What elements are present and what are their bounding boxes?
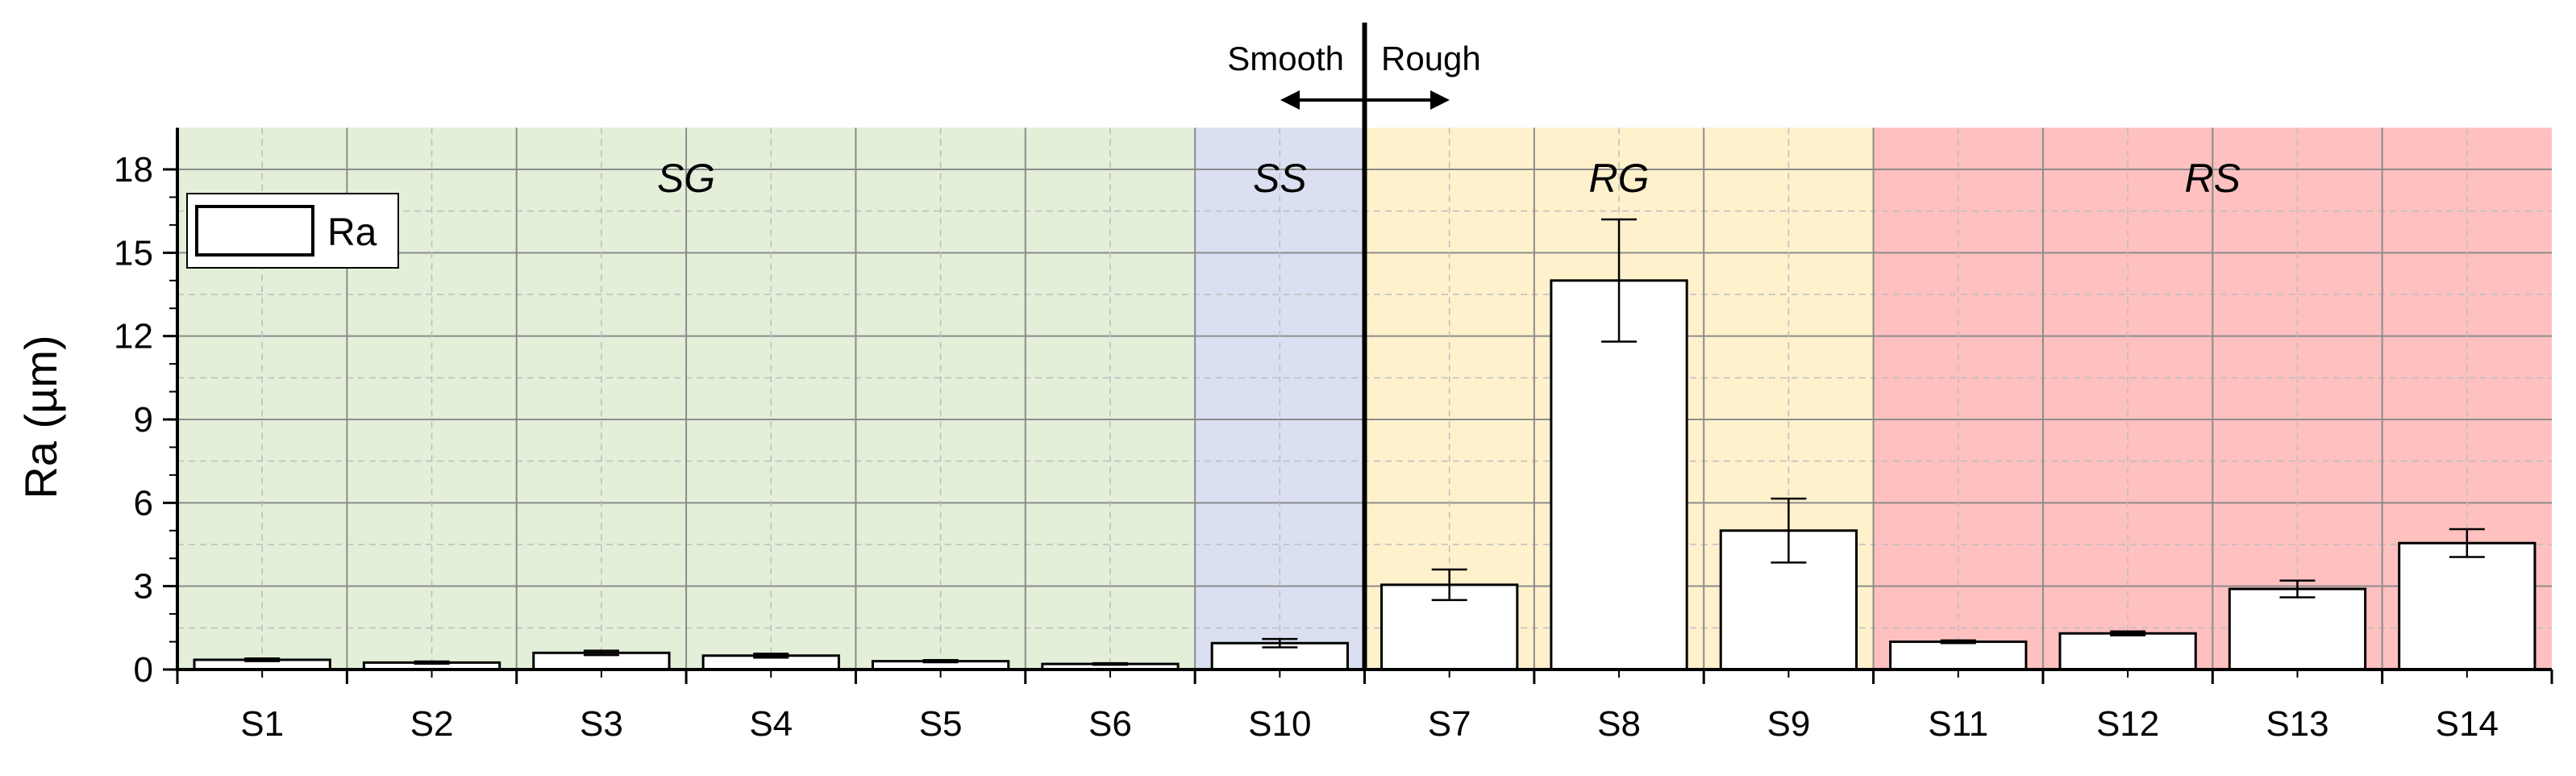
legend-swatch <box>195 205 314 257</box>
y-tick-label: 6 <box>134 483 153 523</box>
x-tick-label-s14: S14 <box>2436 704 2499 744</box>
x-tick-label-s7: S7 <box>1428 704 1471 744</box>
y-tick-label: 9 <box>134 400 153 440</box>
y-tick-label: 12 <box>114 317 153 357</box>
x-tick-label-s10: S10 <box>1248 704 1311 744</box>
x-tick-label-s4: S4 <box>749 704 793 744</box>
x-tick-label-s2: S2 <box>410 704 454 744</box>
y-axis-title: Ra (µm) <box>15 335 66 499</box>
arrow-right-head <box>1430 90 1450 110</box>
rough-label: Rough <box>1381 40 1481 77</box>
x-tick-label-s13: S13 <box>2266 704 2328 744</box>
bar-s12 <box>2058 632 2197 671</box>
axes <box>163 23 2553 684</box>
legend: Ra <box>186 193 399 269</box>
y-tick-label: 18 <box>114 150 153 190</box>
region-label-rs: RS <box>2185 156 2241 201</box>
x-tick-label-s12: S12 <box>2096 704 2159 744</box>
smooth-label: Smooth <box>1227 40 1344 77</box>
region-label-ss: SS <box>1253 156 1307 201</box>
x-tick-label-s11: S11 <box>1928 704 1988 744</box>
x-tick-label-s3: S3 <box>580 704 623 744</box>
y-tick-label: 0 <box>134 650 153 690</box>
bars <box>193 218 2536 671</box>
region-label-sg: SG <box>657 156 715 201</box>
arrow-left-head <box>1280 90 1300 110</box>
y-tick-label: 3 <box>134 567 153 607</box>
bar-s14 <box>2398 541 2536 671</box>
x-tick-label-s1: S1 <box>240 704 284 744</box>
x-tick-label-s9: S9 <box>1767 704 1810 744</box>
region-ss <box>1195 127 1365 670</box>
region-label-rg: RG <box>1589 156 1650 201</box>
bar-s13 <box>2228 587 2367 671</box>
bar-s11 <box>1889 640 2028 671</box>
x-tick-label-s8: S8 <box>1597 704 1641 744</box>
smooth-rough-annotation: Smooth Rough <box>1227 40 1481 110</box>
labels: SG SS RG RS 0 3 6 9 12 15 18 S1 S2 S3 S4 S5 S6 S10 S7 S8 S9 S… <box>114 150 2499 744</box>
x-tick-label-s5: S5 <box>919 704 963 744</box>
y-tick-label: 15 <box>114 233 153 273</box>
legend-label: Ra <box>327 211 377 254</box>
x-tick-label-s6: S6 <box>1088 704 1132 744</box>
